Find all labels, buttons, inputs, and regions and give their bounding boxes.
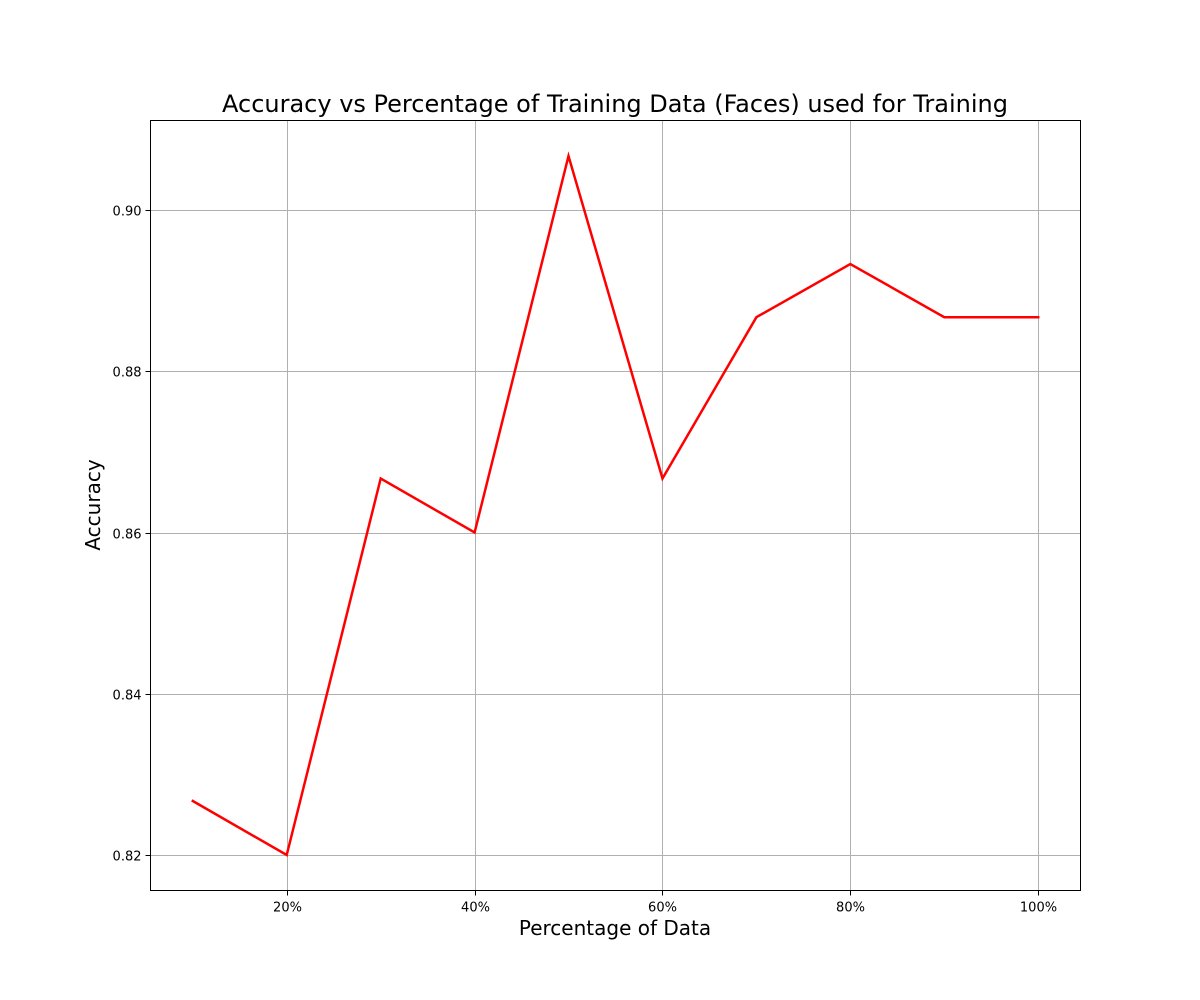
x-tick-label: 20% [273, 901, 302, 916]
x-tick-label: 100% [1020, 901, 1057, 916]
y-tick-label: 0.82 [113, 850, 142, 865]
y-tick-label: 0.88 [113, 366, 142, 381]
axis-ticks: 20% 40% 60% 80% 100% 0.82 0.84 0.86 0.88 0.90 [113, 205, 1058, 916]
x-tick-label: 40% [461, 901, 490, 916]
x-axis-label: Percentage of Data [519, 916, 711, 940]
x-tick-label: 80% [836, 901, 865, 916]
y-axis-label: Accuracy [81, 459, 105, 550]
y-tick-label: 0.86 [113, 528, 142, 543]
chart-title: Accuracy vs Percentage of Training Data … [222, 90, 1008, 118]
plot-frame [150, 120, 1081, 891]
accuracy-series-line [191, 151, 1040, 857]
x-tick-label: 60% [648, 901, 677, 916]
y-tick-label: 0.84 [113, 689, 142, 704]
y-tick-label: 0.90 [113, 205, 142, 220]
plot-series [191, 151, 1040, 857]
grid-lines [150, 120, 1081, 891]
